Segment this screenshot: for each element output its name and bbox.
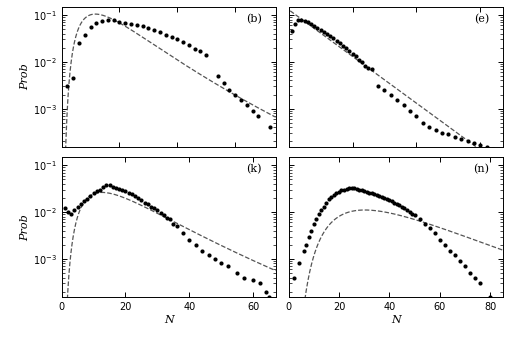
X-axis label: N: N — [391, 315, 401, 325]
Text: (b): (b) — [246, 14, 262, 24]
X-axis label: N: N — [164, 315, 173, 325]
Text: (e): (e) — [473, 14, 489, 24]
Y-axis label: Prob: Prob — [20, 64, 30, 90]
Text: (k): (k) — [247, 164, 262, 174]
Y-axis label: Prob: Prob — [20, 214, 30, 241]
Text: (n): (n) — [473, 164, 489, 174]
